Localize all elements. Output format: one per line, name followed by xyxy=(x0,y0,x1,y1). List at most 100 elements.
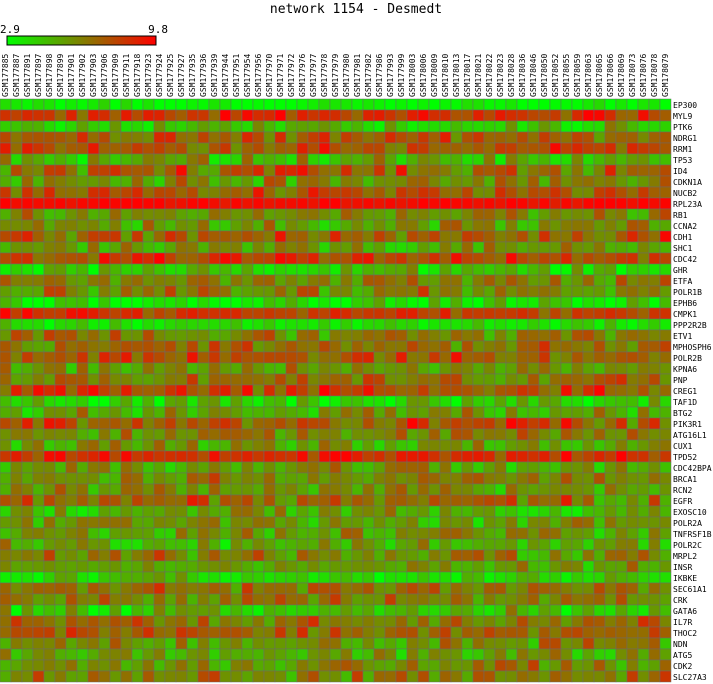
heatmap-cell xyxy=(362,274,375,287)
heatmap-cell xyxy=(637,274,650,287)
heatmap-cell xyxy=(373,340,386,353)
heatmap-cell xyxy=(439,571,452,584)
heatmap-cell xyxy=(549,659,562,672)
heatmap-cell xyxy=(582,329,595,342)
heatmap-cell xyxy=(164,153,177,166)
heatmap-cell xyxy=(285,197,298,210)
heatmap-cell xyxy=(109,252,122,265)
heatmap-cell xyxy=(593,285,606,298)
heatmap-cell xyxy=(153,505,166,518)
heatmap-cell xyxy=(131,263,144,276)
heatmap-cell xyxy=(208,428,221,441)
heatmap-cell xyxy=(296,109,309,122)
heatmap-cell xyxy=(153,285,166,298)
heatmap-cell xyxy=(593,417,606,430)
heatmap-cell xyxy=(439,439,452,452)
heatmap-cell xyxy=(197,120,210,133)
heatmap-cell xyxy=(274,307,287,320)
heatmap-cell xyxy=(472,142,485,155)
heatmap-cell xyxy=(351,307,364,320)
heatmap-cell xyxy=(571,241,584,254)
heatmap-cell xyxy=(87,274,100,287)
heatmap-cell xyxy=(186,120,199,133)
heatmap-cell xyxy=(329,153,342,166)
heatmap-cell xyxy=(32,373,45,386)
heatmap-cell xyxy=(351,153,364,166)
heatmap-cell xyxy=(362,461,375,474)
heatmap-cell xyxy=(186,263,199,276)
heatmap-cell xyxy=(461,637,474,650)
heatmap-cell xyxy=(197,285,210,298)
heatmap-cell xyxy=(307,670,320,683)
sample-label: GSM177901 xyxy=(67,53,76,97)
heatmap-cell xyxy=(252,626,265,639)
heatmap-cell xyxy=(208,329,221,342)
heatmap-cell xyxy=(296,461,309,474)
heatmap-cell xyxy=(285,472,298,485)
heatmap-cell xyxy=(494,527,507,540)
heatmap-cell xyxy=(76,208,89,221)
heatmap-cell xyxy=(571,395,584,408)
heatmap-cell xyxy=(406,450,419,463)
heatmap-cell xyxy=(230,648,243,661)
heatmap-cell xyxy=(516,197,529,210)
heatmap-cell xyxy=(274,362,287,375)
heatmap-cell xyxy=(175,560,188,573)
heatmap-cell xyxy=(329,659,342,672)
heatmap-cell xyxy=(516,527,529,540)
heatmap-cell xyxy=(76,318,89,331)
heatmap-cell xyxy=(648,406,661,419)
heatmap-cell xyxy=(428,153,441,166)
heatmap-cell xyxy=(0,329,12,342)
heatmap-cell xyxy=(318,274,331,287)
heatmap-cell xyxy=(131,153,144,166)
sample-label: GSM177978 xyxy=(320,53,329,97)
heatmap-cell xyxy=(494,340,507,353)
heatmap-cell xyxy=(395,659,408,672)
heatmap-cell xyxy=(0,208,12,221)
heatmap-cell xyxy=(659,571,672,584)
heatmap-cell xyxy=(219,362,232,375)
heatmap-cell xyxy=(549,142,562,155)
heatmap-cell xyxy=(76,120,89,133)
heatmap-cell xyxy=(131,527,144,540)
heatmap-cell xyxy=(439,637,452,650)
heatmap-cell xyxy=(406,582,419,595)
heatmap-cell xyxy=(120,659,133,672)
heatmap-cell xyxy=(637,241,650,254)
heatmap-cell xyxy=(142,384,155,397)
heatmap-cell xyxy=(153,120,166,133)
heatmap-cell xyxy=(43,659,56,672)
heatmap-cell xyxy=(252,153,265,166)
heatmap-cell xyxy=(439,340,452,353)
heatmap-cell xyxy=(538,670,551,683)
heatmap-cell xyxy=(241,615,254,628)
heatmap-cell xyxy=(373,109,386,122)
sample-label: GSM177885 xyxy=(1,53,10,97)
heatmap-cell xyxy=(384,406,397,419)
heatmap-cell xyxy=(43,296,56,309)
heatmap-cell xyxy=(10,549,23,562)
heatmap-cell xyxy=(428,560,441,573)
heatmap-cell xyxy=(43,505,56,518)
heatmap-cell xyxy=(43,142,56,155)
heatmap-cell xyxy=(109,197,122,210)
heatmap-cell xyxy=(626,516,639,529)
gene-label: TPD52 xyxy=(673,453,697,462)
heatmap-cell xyxy=(604,450,617,463)
heatmap-cell xyxy=(87,516,100,529)
heatmap-cell xyxy=(32,604,45,617)
heatmap-cell xyxy=(373,230,386,243)
heatmap-cell xyxy=(362,549,375,562)
heatmap-cell xyxy=(307,131,320,144)
heatmap-cell xyxy=(263,153,276,166)
heatmap-cell xyxy=(318,505,331,518)
heatmap-cell xyxy=(296,329,309,342)
heatmap-cell xyxy=(197,648,210,661)
heatmap-cell xyxy=(153,538,166,551)
heatmap-cell xyxy=(263,483,276,496)
heatmap-cell xyxy=(109,483,122,496)
heatmap-cell xyxy=(208,142,221,155)
heatmap-cell xyxy=(395,296,408,309)
heatmap-cell xyxy=(109,164,122,177)
